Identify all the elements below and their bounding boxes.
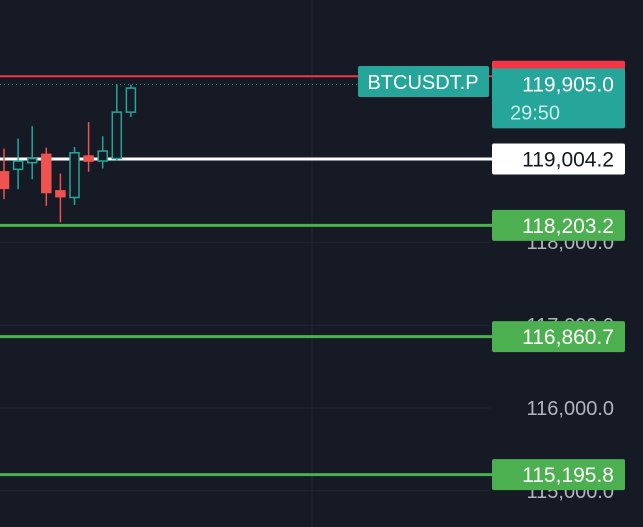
- candle-body: [41, 153, 52, 194]
- countdown-timer: 29:50: [510, 102, 560, 124]
- price-label-background: [492, 68, 625, 129]
- candles: [0, 84, 137, 223]
- candle-body: [69, 151, 80, 199]
- candle-body: [125, 87, 137, 113]
- price-tick-label: 116,000.0: [527, 398, 615, 420]
- price-label-background: [492, 209, 625, 241]
- price-label-background: [492, 459, 625, 491]
- symbol-tag-background: [358, 66, 489, 97]
- candle-body: [111, 111, 123, 160]
- candle-body: [12, 160, 24, 171]
- price-label: 119,004.2: [522, 149, 614, 172]
- candle-body: [55, 190, 66, 198]
- horizontal-grid: [0, 241, 490, 492]
- price-label-background: [492, 143, 625, 175]
- price-labels: 120,003.5119,905.029:50119,004.2118,203.…: [492, 60, 625, 491]
- candle-body: [0, 171, 10, 190]
- candle-body: [26, 157, 38, 164]
- price-label: 115,195.8: [522, 464, 614, 487]
- price-label: 119,905.0: [522, 73, 614, 96]
- price-label: 116,860.7: [522, 326, 614, 349]
- price-label: 118,203.2: [522, 215, 614, 238]
- candle-body: [97, 150, 108, 162]
- price-label-background: [492, 321, 625, 353]
- symbol-tag-text: BTCUSDT.P: [367, 72, 478, 94]
- candle-body: [83, 155, 94, 162]
- symbol-tag: BTCUSDT.P: [358, 66, 489, 97]
